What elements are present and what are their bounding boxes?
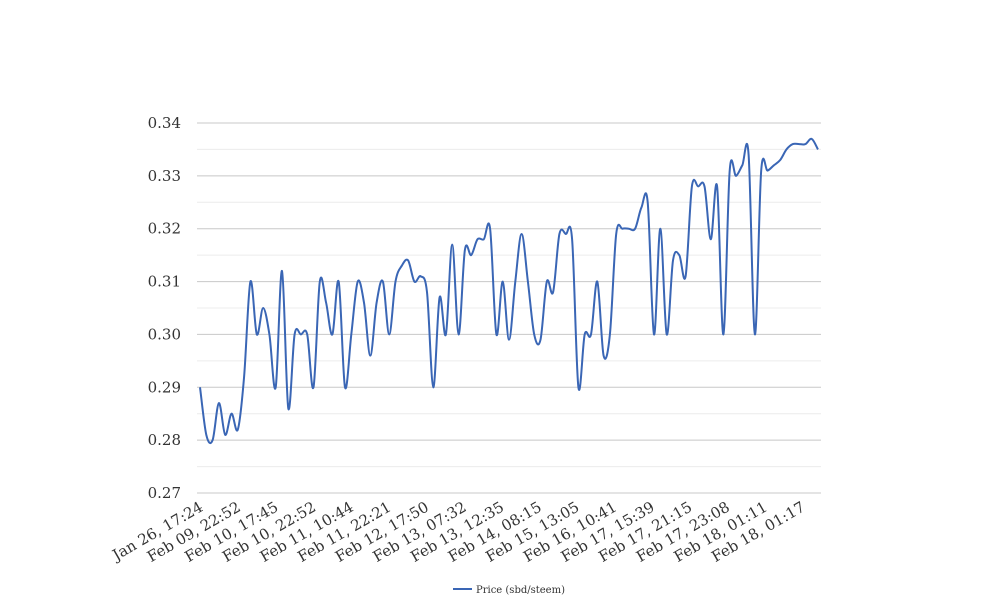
series-layer [199,137,819,445]
y-tick-label: 0.27 [148,484,181,502]
y-tick-label: 0.33 [148,167,181,185]
legend: Price (sbd/steem) [453,585,565,596]
minor-gridlines [197,148,821,468]
y-tick-label: 0.34 [148,114,181,132]
y-tick-label: 0.32 [148,220,181,238]
y-tick-label: 0.31 [148,273,181,291]
y-tick-label: 0.30 [148,325,181,343]
series-line-price [199,137,819,445]
legend-label-price: Price (sbd/steem) [476,585,565,596]
y-tick-label: 0.29 [148,378,181,396]
y-tick-label: 0.28 [148,431,181,449]
y-axis-tick-labels: 0.27 0.28 0.29 0.30 0.31 0.32 0.33 0.34 [148,114,181,502]
